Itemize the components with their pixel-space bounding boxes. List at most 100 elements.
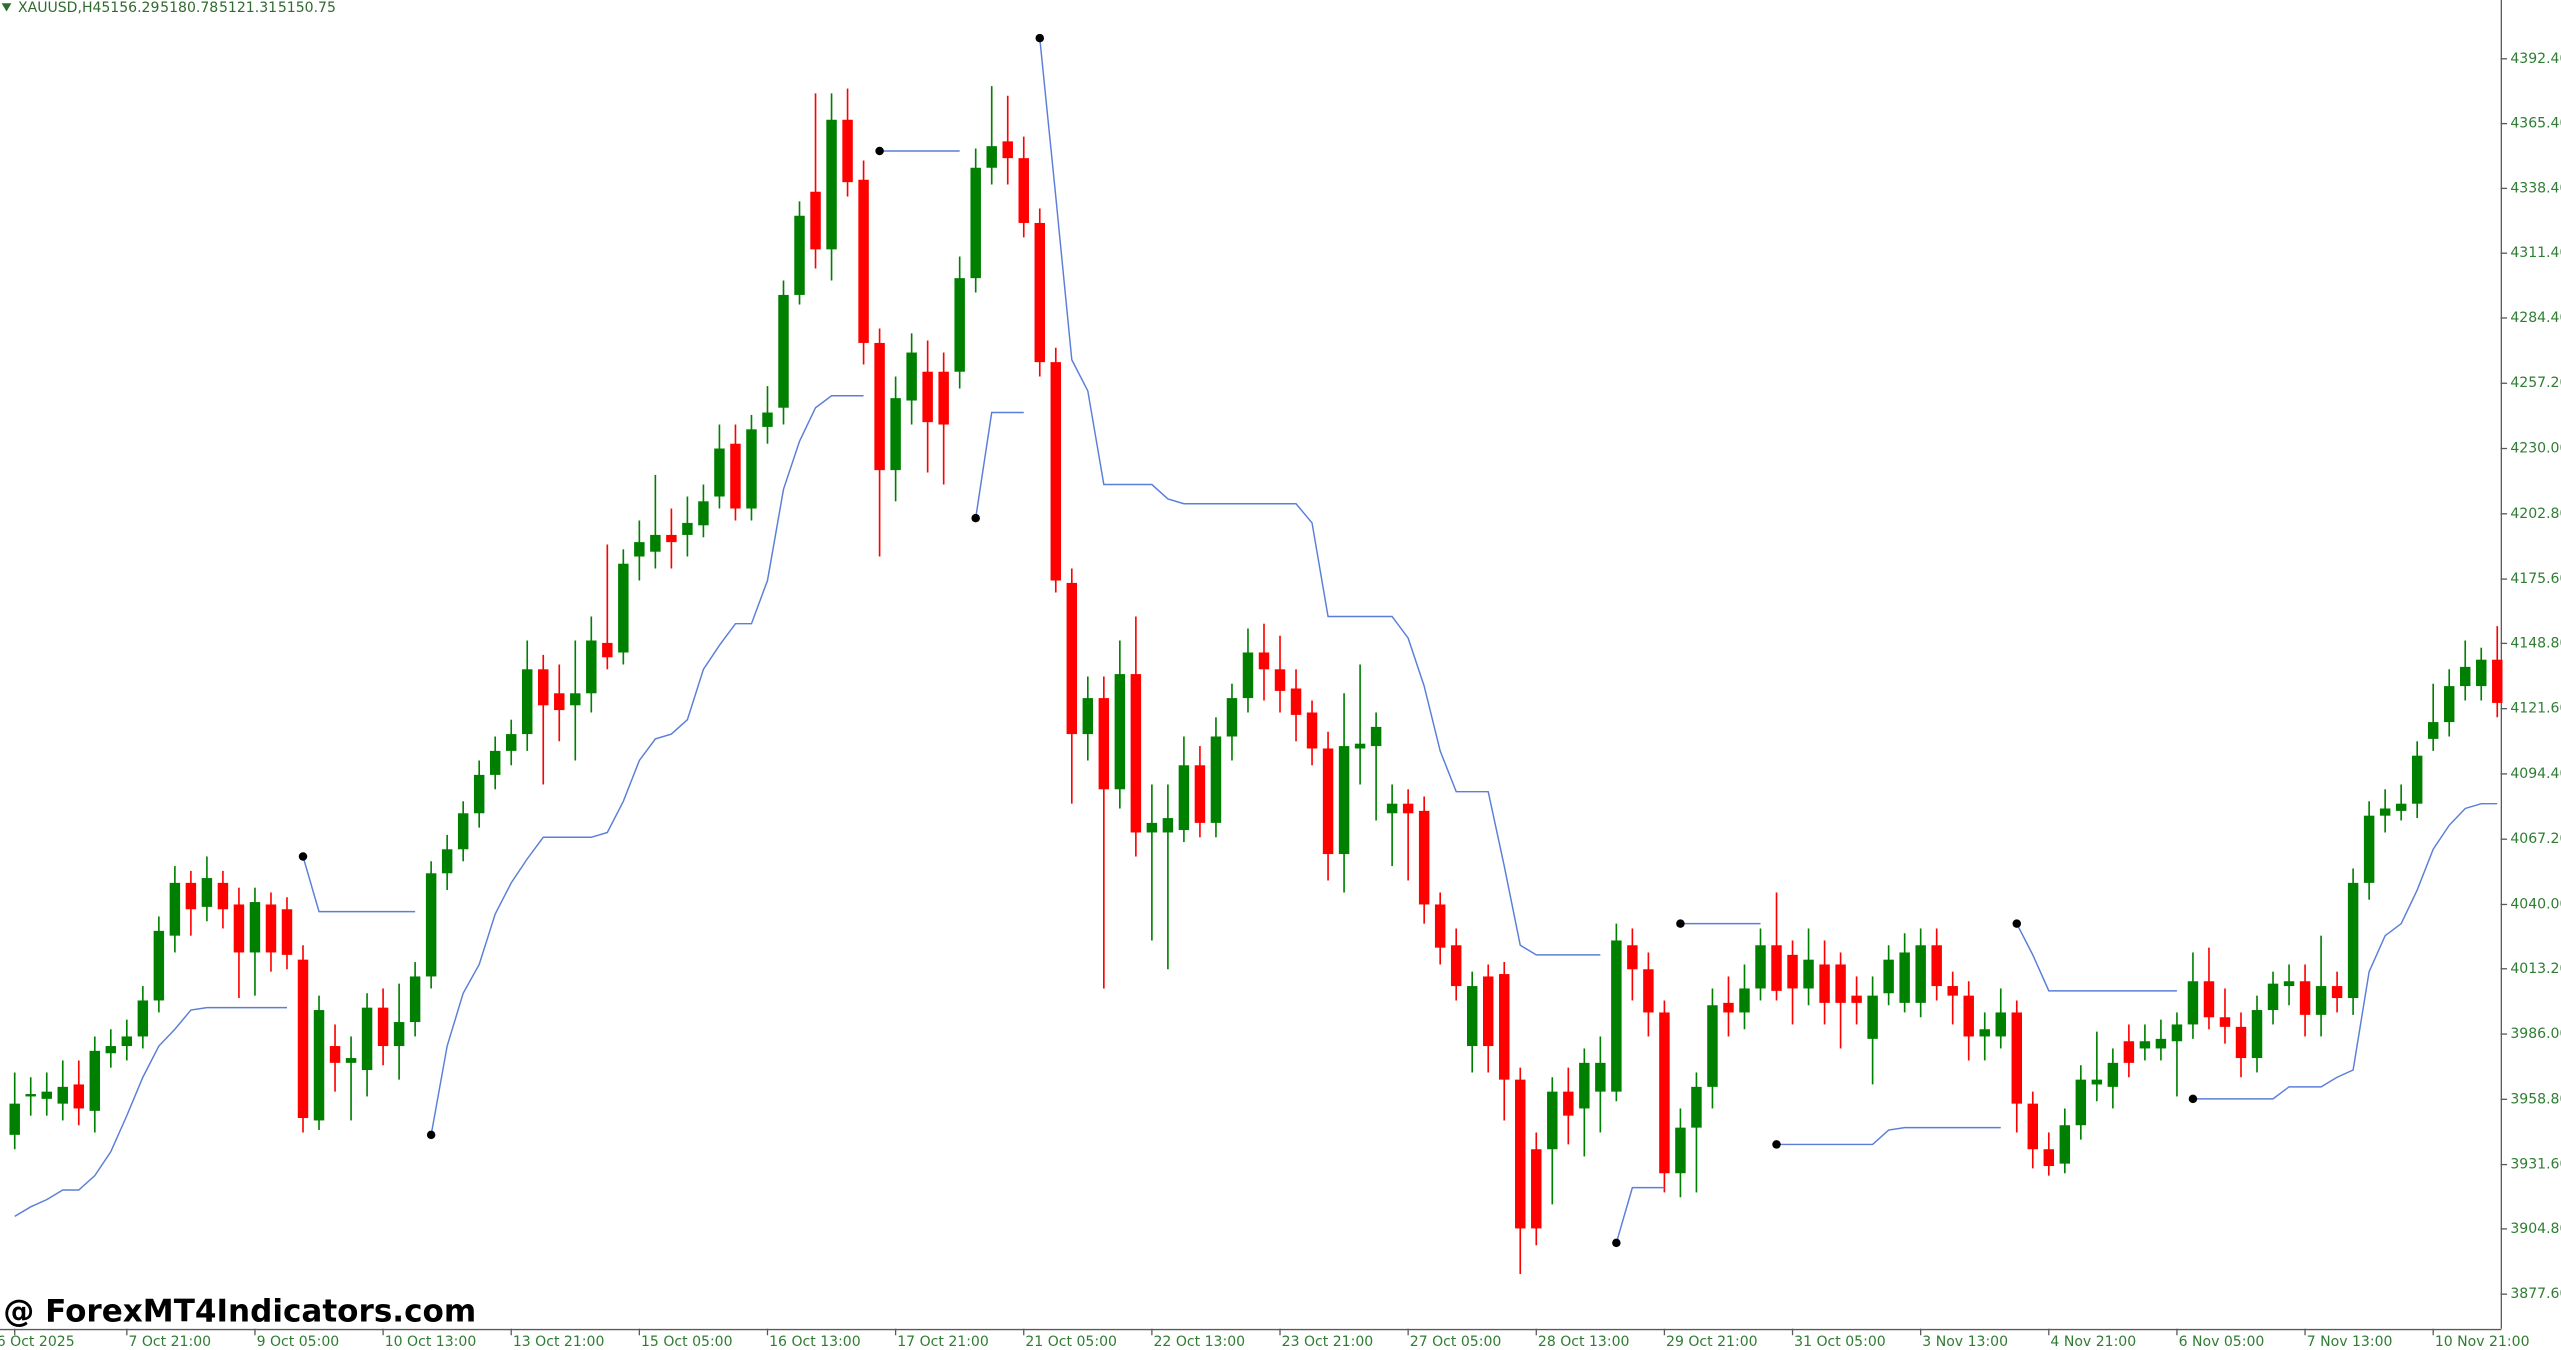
candle-body <box>2251 1010 2263 1059</box>
candle-body <box>169 882 181 936</box>
candle-body <box>73 1084 85 1109</box>
candle-body <box>730 443 741 509</box>
candle-body <box>746 429 757 509</box>
candle-body <box>1563 1091 1574 1116</box>
candle-body <box>2283 981 2295 987</box>
stop-line <box>2016 923 2177 992</box>
candle-body <box>409 976 421 1023</box>
candle-body <box>1162 818 1174 833</box>
candle-body <box>2139 1041 2151 1049</box>
candle-body <box>1611 940 1622 1092</box>
x-tick-label: 13 Oct 21:00 <box>513 1334 605 1350</box>
signal-dot <box>875 146 884 156</box>
y-tick-label: 4257.20 <box>2510 375 2561 391</box>
x-tick-label: 15 Oct 05:00 <box>641 1334 733 1350</box>
candle-body <box>522 669 533 735</box>
candle-body <box>1931 945 1942 987</box>
candle-body <box>1210 736 1222 823</box>
candle-body <box>1803 959 1814 989</box>
candle-body <box>810 191 821 250</box>
candle-body <box>1386 803 1398 814</box>
last-high: 5180.78 <box>160 0 218 16</box>
candle-body <box>137 1000 149 1037</box>
x-tick-label: 10 Oct 13:00 <box>385 1334 477 1350</box>
candle-body <box>1466 986 1478 1047</box>
candle-body <box>2492 659 2503 703</box>
stop-line <box>302 856 416 913</box>
x-tick-label: 3 Nov 13:00 <box>1922 1334 2008 1350</box>
x-tick-label: 31 Oct 05:00 <box>1794 1334 1886 1350</box>
candle-body <box>538 669 549 706</box>
candle-body <box>2171 1024 2183 1042</box>
candle-body <box>1995 1012 2006 1037</box>
candle-body <box>41 1091 52 1099</box>
candle-body <box>2075 1079 2087 1126</box>
candle-body <box>1675 1127 1686 1174</box>
x-tick-label: 10 Nov 21:00 <box>2435 1334 2530 1350</box>
candle-body <box>682 522 693 535</box>
y-tick-label: 4040.00 <box>2510 896 2561 912</box>
symbol: XAUUSD,H4 <box>18 0 102 16</box>
candle-body <box>505 734 517 751</box>
candle-body <box>2235 1026 2247 1059</box>
candle-body <box>1771 945 1782 991</box>
candle-body <box>1322 748 1334 855</box>
last-close: 5150.75 <box>278 0 336 16</box>
candle-body <box>1851 995 1862 1003</box>
candle-body <box>778 294 789 408</box>
y-tick-label: 4284.40 <box>2510 310 2561 326</box>
candle-body <box>570 693 581 706</box>
candle-body <box>1370 726 1382 747</box>
candle-body <box>1499 974 1510 1080</box>
candle-body <box>329 1046 341 1063</box>
candle-body <box>1034 222 1045 363</box>
signal-dot <box>298 852 308 861</box>
candle-body <box>602 642 613 658</box>
candle-body <box>1579 1062 1590 1109</box>
candle-body <box>1242 652 1254 699</box>
candle-body <box>2059 1125 2071 1164</box>
candle-body <box>2459 666 2471 687</box>
candle-body <box>2107 1062 2119 1087</box>
x-tick-label: 28 Oct 13:00 <box>1538 1334 1630 1350</box>
y-tick-label: 4202.80 <box>2510 506 2561 522</box>
candle-body <box>1707 1005 1718 1087</box>
candle-body <box>1002 141 1013 159</box>
candle-body <box>650 534 661 552</box>
candle-body <box>2379 808 2391 816</box>
watermark: @ ForexMT4Indicators.com <box>3 1293 476 1329</box>
candle-body <box>1659 1012 1670 1174</box>
candle-body <box>874 342 885 471</box>
candle-body <box>1643 969 1654 1013</box>
candle-body <box>1947 986 1958 996</box>
candle-body <box>1434 904 1446 948</box>
candle-body <box>794 215 805 295</box>
candle-body <box>634 542 645 557</box>
candle-body <box>2203 981 2215 1018</box>
x-tick-label: 7 Nov 13:00 <box>2307 1334 2393 1350</box>
stop-line <box>430 394 864 1135</box>
stop-line <box>2192 802 2498 1100</box>
candle-body <box>1146 822 1158 833</box>
candle-body <box>1819 964 1830 1003</box>
y-tick-label: 4013.20 <box>2510 961 2561 977</box>
x-tick-label: 17 Oct 21:00 <box>897 1334 989 1350</box>
candle-body <box>249 902 261 953</box>
last-low: 5121.31 <box>219 0 277 16</box>
x-tick-label: 29 Oct 21:00 <box>1666 1334 1758 1350</box>
x-tick-label: 9 Oct 05:00 <box>257 1334 340 1350</box>
candle-body <box>842 119 853 183</box>
y-tick-label: 3986.00 <box>2510 1026 2561 1042</box>
x-tick-label: 23 Oct 21:00 <box>1282 1334 1374 1350</box>
candle-body <box>2123 1041 2135 1063</box>
candle-body <box>457 813 469 850</box>
candle-body <box>425 873 437 977</box>
candle-body <box>1354 743 1366 749</box>
candle-body <box>153 930 165 1001</box>
symbol-arrow <box>1 3 12 12</box>
y-tick-label: 3958.80 <box>2510 1091 2561 1107</box>
candle-body <box>2363 815 2375 883</box>
candle-body <box>1130 674 1142 833</box>
candle-body <box>89 1050 101 1111</box>
candle-body <box>265 904 277 953</box>
